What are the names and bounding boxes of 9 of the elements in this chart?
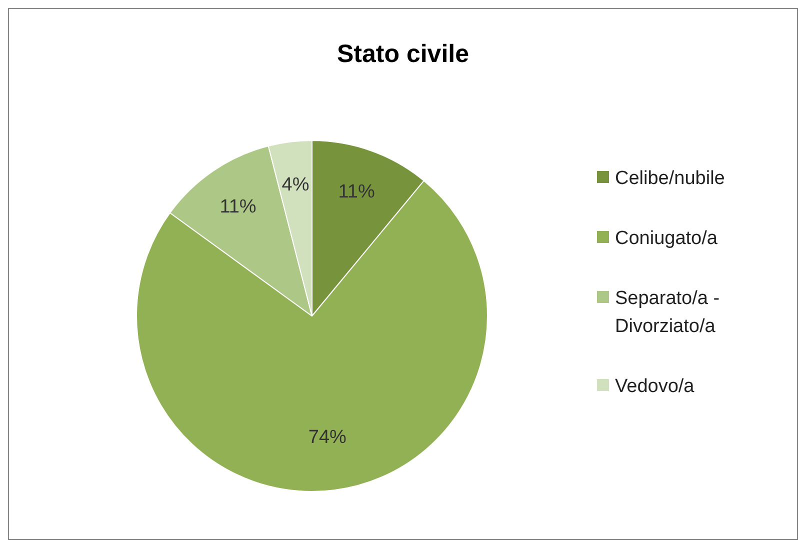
data-label: 74% [308,427,347,448]
legend-label: Separato/a - Divorziato/a [615,287,721,339]
data-label: 4% [282,174,310,196]
data-label: 11% [338,181,375,202]
legend-label: Celibe/nubile [615,167,726,191]
data-label: 11% [220,196,256,218]
chart-title: Stato civile [336,40,470,69]
legend-label: Vedovo/a [615,375,696,399]
legend-label: Coniugato/a [615,227,718,251]
